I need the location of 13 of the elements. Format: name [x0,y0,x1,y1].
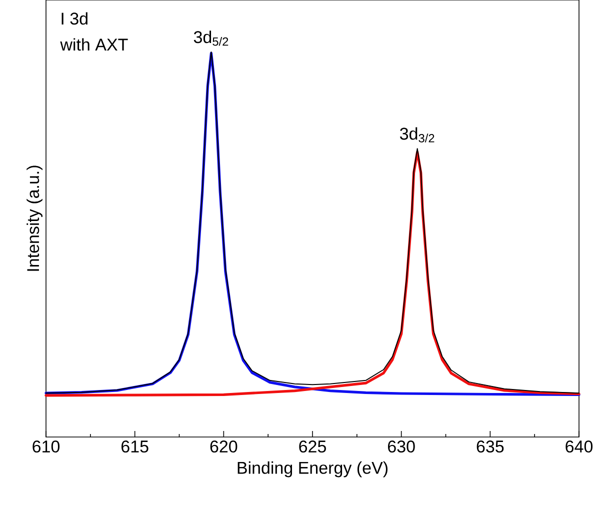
x-tick-label: 610 [32,440,60,453]
y-axis-title: Intensity (a.u.) [26,166,42,271]
x-tick-label: 635 [476,440,504,453]
text: I 3d [62,12,88,25]
x-tick-label: 625 [299,440,326,453]
x-tick-label: 630 [388,440,415,453]
annotation: 3d$_{3/2}$ [400,127,434,142]
x-tick-label: 640 [566,440,593,453]
x-tick-label: 620 [210,440,238,453]
x-tick-label: 615 [122,440,148,453]
annotation: 3d$_{5/2}$ [194,30,228,46]
text: with AXT [60,38,128,51]
x-axis-title: Binding Energy (eV) [238,461,388,478]
